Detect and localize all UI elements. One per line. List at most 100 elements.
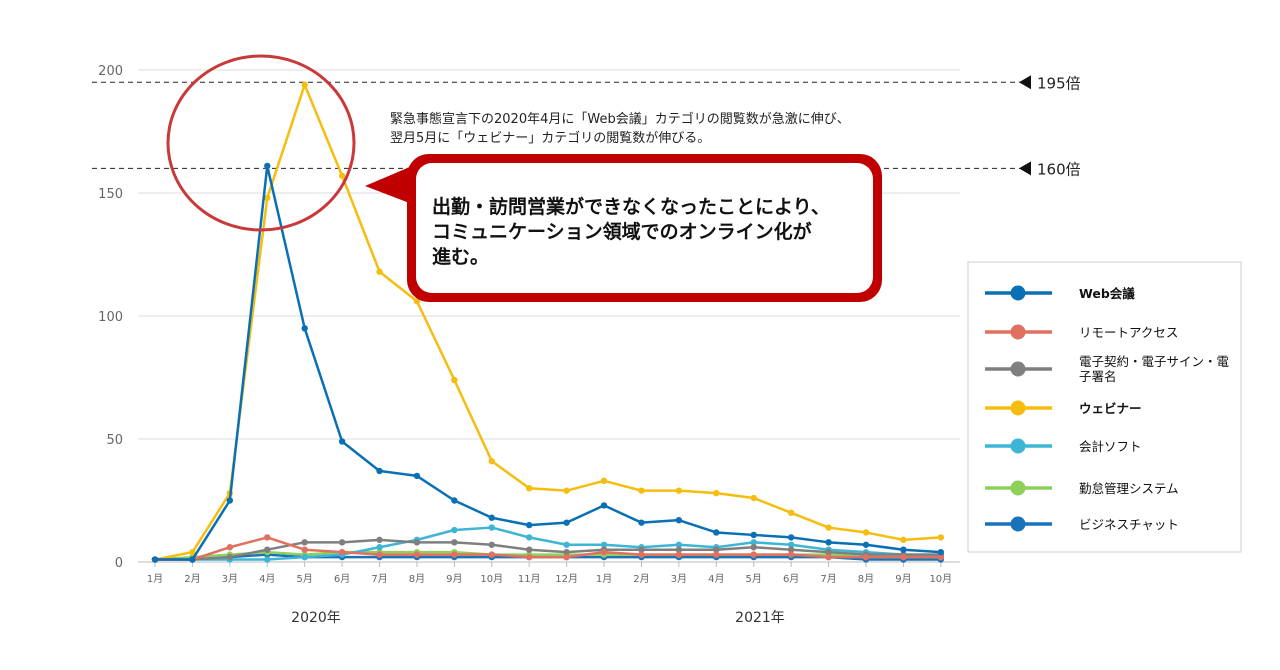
data-point [825, 553, 832, 561]
x-tick-label: 4月 [708, 573, 724, 585]
data-point [750, 531, 757, 539]
year-label-2021: 2021年 [735, 610, 785, 626]
data-point [675, 551, 683, 558]
data-point [563, 519, 570, 526]
data-point [151, 556, 159, 563]
legend-label: 勤怠管理システム [1079, 481, 1179, 496]
x-tick-label: 5月 [296, 573, 312, 585]
callout-box: 出勤・訪問営業ができなくなったことにより、 コミュニケーション領域でのオンライン… [365, 154, 882, 302]
data-point [638, 519, 645, 526]
x-tick-label: 8月 [858, 573, 874, 585]
y-tick-label: 150 [98, 187, 123, 202]
data-point [376, 544, 383, 551]
data-point [376, 268, 383, 275]
data-point [787, 551, 795, 558]
data-point [713, 529, 720, 536]
data-point [900, 546, 907, 553]
callout-line-3: 進む。 [432, 246, 489, 268]
legend-item: ウェビナー [985, 400, 1142, 416]
data-point [750, 544, 757, 551]
x-tick-label: 2月 [184, 573, 200, 585]
legend-label: ウェビナー [1079, 401, 1142, 416]
data-point [189, 548, 196, 556]
y-axis: 0 50 100 150 200 [98, 64, 123, 571]
series-line [154, 83, 941, 561]
data-point [451, 376, 458, 384]
data-point [526, 485, 533, 492]
x-tick-label: 4月 [259, 573, 275, 585]
legend-item: リモートアクセス [985, 324, 1178, 340]
legend-label: ビジネスチャット [1079, 517, 1179, 532]
data-point [675, 541, 683, 548]
data-point [862, 529, 870, 536]
legend-swatch-dot [1010, 400, 1026, 416]
data-point [600, 541, 608, 548]
x-tick-label: 2月 [633, 573, 649, 585]
data-point [900, 536, 907, 544]
data-point [451, 539, 458, 546]
data-point [675, 487, 683, 494]
legend: Web会議リモートアクセス電子契約・電子サイン・電子署名ウェビナー会計ソフト勤怠… [967, 261, 1242, 553]
data-point [600, 477, 608, 485]
data-point [862, 553, 870, 561]
data-point [638, 546, 645, 553]
x-axis: 1月 2月 3月 4月 5月 6月 7月 8月 9月 10月 11月 12月 1月 2月 3月 4月 5月 6月 7… [147, 562, 952, 585]
x-tick-label: 8月 [409, 573, 425, 585]
data-point [451, 526, 458, 534]
data-point [750, 494, 757, 502]
legend-item: ビジネスチャット [985, 516, 1179, 532]
x-tick-label: 1月 [147, 573, 163, 585]
data-point [526, 534, 533, 541]
x-tick-label: 3月 [222, 573, 238, 585]
x-tick-label: 7月 [371, 573, 387, 585]
x-tick-label: 11月 [518, 573, 541, 585]
legend-item: 電子契約・電子サイン・電子署名 [985, 354, 1230, 384]
x-tick-label: 12月 [555, 573, 578, 585]
data-point [600, 548, 608, 556]
data-point [301, 546, 308, 553]
reference-label: 195倍 [1037, 74, 1081, 92]
data-point [600, 502, 608, 509]
data-point [862, 541, 870, 548]
data-point [563, 548, 570, 556]
data-point [713, 489, 720, 497]
series-line [155, 538, 941, 561]
data-point [226, 497, 234, 504]
x-tick-label: 10月 [929, 573, 952, 585]
x-tick-label: 10月 [480, 573, 503, 585]
legend-item: Web会議 [985, 285, 1135, 301]
legend-label: 電子契約・電子サイン・電子署名 [1079, 354, 1230, 384]
data-point [301, 539, 308, 546]
series-2 [151, 536, 945, 563]
data-point [338, 438, 346, 445]
data-point [900, 553, 907, 561]
data-point [787, 541, 795, 548]
data-point [376, 467, 383, 475]
data-point [713, 551, 720, 558]
legend-swatch-dot [1010, 438, 1026, 454]
data-point [563, 487, 570, 494]
series-0 [151, 162, 945, 563]
data-point [638, 487, 645, 494]
year-label-2020: 2020年 [291, 610, 341, 626]
data-point [376, 536, 383, 544]
y-tick-label: 100 [98, 310, 123, 325]
legend-swatch-dot [1010, 324, 1026, 340]
series-line [155, 164, 941, 561]
legend-label: 会計ソフト [1079, 439, 1142, 454]
data-point [937, 534, 945, 541]
data-point [675, 516, 683, 524]
data-point [413, 539, 421, 546]
callout-line-1: 出勤・訪問営業ができなくなったことにより、 [432, 195, 830, 218]
data-point [451, 551, 458, 558]
legend-item: 会計ソフト [985, 438, 1142, 454]
data-point [787, 534, 795, 541]
data-point [488, 524, 495, 531]
data-point [488, 541, 495, 548]
data-point [713, 546, 720, 553]
data-point [264, 194, 271, 202]
series-3 [151, 81, 945, 563]
data-point [750, 539, 757, 546]
data-point [226, 553, 234, 561]
data-point [376, 551, 383, 558]
